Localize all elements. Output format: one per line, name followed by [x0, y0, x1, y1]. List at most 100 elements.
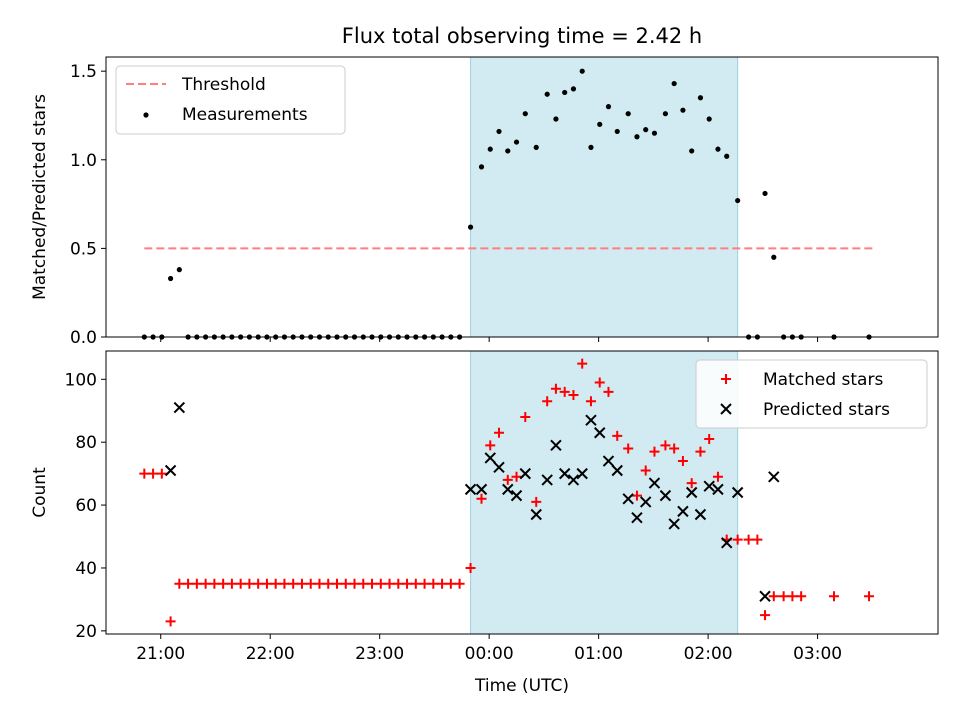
matched-point [542, 396, 553, 407]
x-tick-label: 23:00 [355, 644, 404, 664]
measurement-point [496, 128, 502, 135]
matched-point [454, 578, 465, 589]
matched-point [695, 446, 706, 457]
measurement-point [643, 127, 649, 133]
matched-point [200, 578, 211, 589]
x-tick-label: 03:00 [793, 644, 842, 664]
matched-point [660, 440, 671, 451]
matched-point [445, 578, 456, 589]
y-tick-label: 80 [75, 433, 97, 453]
predicted-point [510, 489, 523, 502]
matched-point [494, 427, 505, 438]
matched-point [752, 534, 763, 545]
matched-point [829, 591, 839, 602]
predicted-point [464, 483, 477, 496]
predicted-point [594, 427, 606, 439]
measurement-point [505, 148, 511, 154]
highlight-span [470, 350, 739, 635]
matched-point [743, 534, 754, 545]
y-tick-label: 20 [75, 622, 97, 642]
matched-point [428, 578, 439, 589]
measurement-point [588, 144, 594, 150]
matched-point [358, 578, 369, 589]
matched-point [511, 471, 522, 482]
matched-point [864, 591, 875, 602]
legend-frame [115, 65, 346, 135]
predicted-point [622, 493, 634, 505]
predicted-point [721, 537, 733, 549]
y-axis-label: Count [30, 467, 50, 518]
highlight-span [470, 56, 739, 338]
measurement-point [697, 95, 704, 101]
x-tick-label: 21:00 [136, 644, 185, 664]
matched-point [520, 412, 531, 423]
matched-point [649, 446, 660, 457]
axes-frame [105, 350, 939, 635]
matched-point [323, 578, 334, 589]
x-tick-label: 01:00 [574, 644, 623, 664]
measurement-point [762, 190, 768, 197]
measurement-point [553, 116, 559, 122]
y-tick-label: 0.0 [70, 328, 97, 348]
measurement-point [614, 128, 620, 135]
matched-point [796, 591, 807, 602]
predicted-point [648, 477, 661, 489]
x-axis-label: Time (UTC) [474, 676, 569, 696]
legend-predicted-label: Predicted stars [763, 400, 890, 420]
matched-point [631, 490, 642, 501]
matched-point [603, 386, 614, 397]
matched-point [235, 578, 246, 589]
measurement-point [487, 146, 493, 152]
measurement-point [680, 107, 686, 113]
predicted-point [768, 471, 780, 483]
measurement-point [562, 89, 568, 96]
matched-point [531, 496, 542, 507]
measurement-point [533, 144, 539, 150]
x-tick-label: 02:00 [684, 644, 733, 664]
predicted-point [631, 511, 643, 524]
measurement-point [771, 254, 777, 260]
measurement-point [715, 146, 721, 152]
measurement-point [651, 130, 658, 136]
matched-point [550, 383, 561, 394]
top-panel: 0.0 0.5 1.0 1.5 Matched/Predicted stars [30, 56, 939, 348]
legend-matched-label: Matched stars [763, 370, 883, 390]
predicted-point [659, 489, 672, 502]
matched-point [778, 591, 789, 602]
predicted-point [493, 461, 505, 474]
predicted-point [502, 483, 514, 496]
measurement-point [625, 111, 631, 117]
predicted-point [475, 483, 488, 496]
measurement-point [605, 104, 612, 110]
matched-point [191, 578, 202, 589]
predicted-point [519, 467, 531, 480]
matched-point [437, 578, 448, 589]
x-tick-label: 00:00 [465, 644, 514, 664]
matched-point [367, 578, 378, 589]
predicted-point [694, 508, 707, 521]
matched-point [183, 578, 194, 589]
legend-threshold-label: Threshold [181, 75, 266, 95]
measurement-point [735, 197, 741, 204]
predicted-point [541, 474, 553, 486]
y-tick-label: 1.5 [70, 62, 97, 82]
matched-point [612, 430, 623, 441]
predicted-point [558, 467, 571, 480]
matched-point [288, 578, 299, 589]
predicted-point [611, 464, 623, 477]
measurement-point [671, 80, 677, 87]
legend-frame [695, 359, 928, 429]
predicted-point [668, 518, 680, 530]
matched-point [502, 474, 513, 485]
bottom-panel: 20 40 60 80 100 21:00 22:00 23:00 00:00 01:00 02:0… [30, 350, 939, 696]
matched-point [375, 578, 386, 589]
matched-point [669, 443, 680, 454]
y-tick-label: 40 [75, 559, 97, 579]
matched-point [704, 434, 715, 445]
matched-point [640, 465, 651, 476]
matched-point [559, 386, 570, 397]
matched-point [623, 443, 634, 454]
matched-point [270, 578, 281, 589]
matched-point [139, 468, 150, 479]
predicted-point [759, 590, 771, 602]
